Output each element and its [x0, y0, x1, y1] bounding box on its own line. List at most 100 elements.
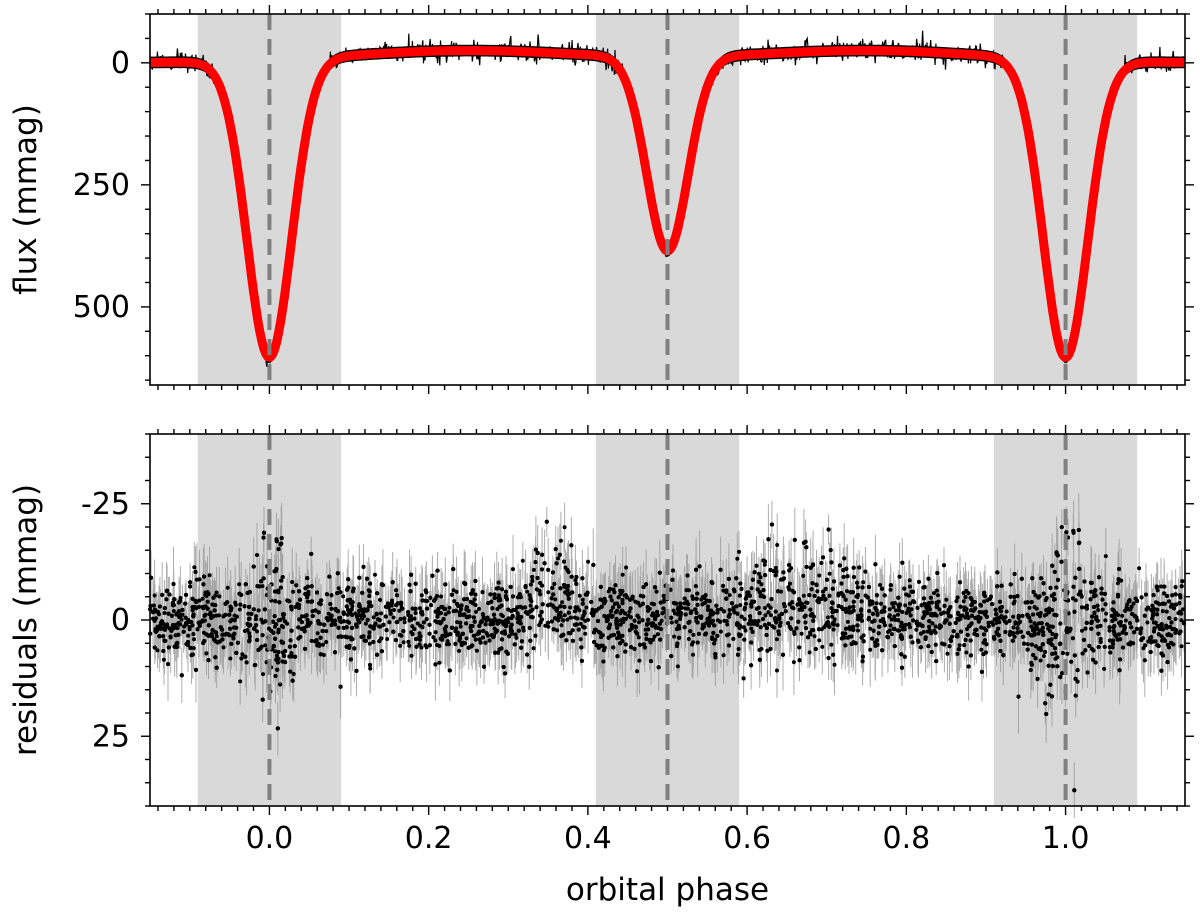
residual-point	[817, 638, 822, 643]
residual-point	[803, 620, 808, 625]
residual-point	[779, 589, 784, 594]
residual-point	[577, 593, 582, 598]
residual-point	[289, 654, 294, 659]
residual-point	[540, 567, 544, 572]
residual-point	[560, 600, 565, 605]
residual-point	[886, 630, 890, 634]
residual-point	[982, 632, 986, 637]
residual-point	[520, 558, 525, 563]
residual-point	[1044, 712, 1049, 716]
residual-point	[259, 579, 264, 584]
residual-point	[346, 585, 351, 590]
residual-point	[565, 568, 570, 572]
residual-point	[424, 617, 429, 622]
residual-point	[652, 634, 657, 639]
residual-point	[578, 621, 583, 626]
residual-point	[601, 648, 606, 653]
residual-point	[1103, 554, 1108, 559]
residual-point	[688, 629, 693, 634]
residual-point	[756, 579, 761, 584]
residual-point	[166, 662, 170, 667]
residual-point	[831, 652, 836, 657]
residual-point	[194, 600, 199, 605]
residual-point	[888, 623, 893, 628]
residual-point	[155, 648, 160, 653]
residual-point	[1058, 621, 1063, 626]
residual-point	[318, 621, 323, 626]
residual-point	[1164, 609, 1169, 614]
residual-point	[731, 587, 736, 592]
residual-point	[955, 651, 960, 656]
residual-point	[210, 602, 215, 607]
residual-point	[530, 575, 535, 579]
residual-point	[406, 639, 411, 644]
residual-point	[355, 614, 360, 619]
residual-point	[1041, 591, 1046, 596]
residual-point	[151, 603, 156, 608]
residual-point	[152, 593, 157, 598]
residual-point	[546, 624, 551, 629]
residual-point	[1159, 668, 1164, 673]
residual-point	[354, 668, 359, 673]
residual-point	[962, 643, 967, 648]
residual-point	[899, 633, 903, 638]
residual-point	[1160, 609, 1165, 614]
residual-point	[731, 605, 736, 610]
residual-point	[161, 657, 166, 662]
residual-point	[360, 590, 365, 595]
residual-point	[684, 599, 689, 604]
residual-point	[192, 637, 196, 642]
residual-point	[934, 613, 939, 618]
residual-point	[1091, 657, 1095, 662]
residual-point	[297, 606, 301, 610]
residual-point	[447, 605, 452, 610]
residual-point	[1029, 642, 1034, 647]
residual-point	[451, 588, 456, 593]
residual-point	[835, 623, 840, 628]
residual-point	[623, 611, 628, 616]
residual-point	[791, 660, 796, 665]
residual-point	[937, 607, 942, 612]
residual-point	[302, 629, 307, 634]
residual-point	[821, 593, 826, 598]
residual-point	[977, 610, 982, 614]
residual-point	[637, 658, 642, 663]
residual-point	[927, 624, 932, 629]
residual-point	[179, 673, 184, 678]
residual-point	[525, 652, 530, 657]
residual-point	[368, 581, 373, 586]
residual-point	[273, 674, 278, 678]
residual-point	[1055, 655, 1060, 660]
residual-point	[576, 627, 581, 632]
residual-point	[820, 644, 825, 649]
residual-point	[657, 570, 662, 575]
residual-point	[240, 652, 245, 657]
residual-point	[757, 657, 762, 662]
residual-point	[294, 583, 299, 588]
residual-point	[388, 608, 393, 613]
residual-point	[682, 596, 687, 601]
residual-point	[801, 593, 806, 598]
residual-point	[899, 624, 904, 629]
residual-point	[549, 596, 554, 601]
residual-point	[562, 559, 566, 564]
residual-point	[945, 651, 950, 656]
residual-point	[255, 638, 260, 642]
residual-point	[1022, 641, 1027, 646]
residual-point	[335, 591, 340, 596]
residual-point	[531, 567, 536, 572]
residual-point	[721, 583, 726, 588]
residual-point	[979, 647, 984, 652]
residual-point	[769, 613, 773, 618]
residual-point	[878, 583, 882, 587]
residual-point	[499, 612, 504, 617]
residual-point	[1089, 626, 1094, 631]
residual-point	[1073, 676, 1078, 681]
residual-point	[611, 645, 616, 650]
residual-point	[423, 643, 428, 648]
residual-point	[237, 582, 242, 587]
residual-point	[1018, 629, 1023, 634]
residual-point	[255, 629, 259, 634]
eclipse-markers	[267, 14, 1068, 385]
residual-point	[1142, 658, 1147, 663]
